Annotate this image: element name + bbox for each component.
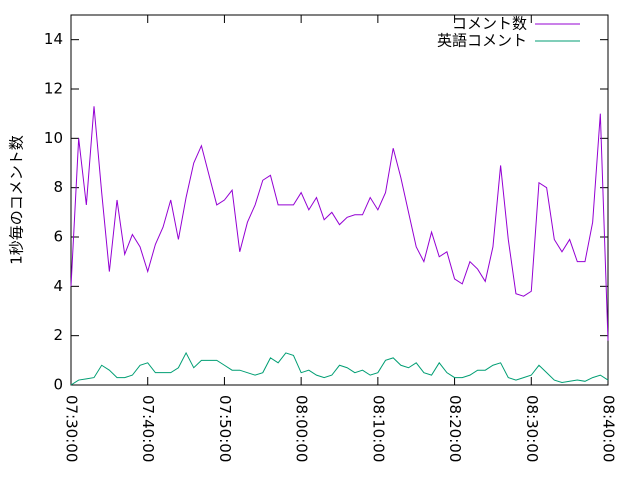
- y-tick-label: 12: [44, 80, 63, 98]
- y-tick-label: 4: [53, 277, 63, 295]
- y-tick-label: 2: [53, 326, 63, 344]
- x-tick-label: 07:50:00: [216, 395, 234, 462]
- y-tick-label: 10: [44, 129, 63, 147]
- plot-border: [70, 14, 609, 386]
- y-tick-label: 8: [53, 178, 63, 196]
- series-line: [70, 106, 609, 341]
- legend-label: コメント数: [452, 15, 527, 33]
- x-tick-label: 08:40:00: [600, 395, 618, 462]
- series-line: [70, 351, 609, 386]
- x-tick-label: 08:10:00: [369, 395, 387, 462]
- x-tick-label: 08:30:00: [523, 395, 541, 462]
- y-tick-label: 14: [44, 30, 63, 48]
- x-tick-label: 07:40:00: [139, 395, 157, 462]
- x-tick-label: 08:00:00: [293, 395, 311, 462]
- legend-label: 英語コメント: [437, 32, 527, 50]
- x-tick-label: 08:20:00: [446, 395, 464, 462]
- x-tick-label: 07:30:00: [63, 395, 81, 462]
- y-tick-label: 6: [53, 228, 63, 246]
- y-axis-label: 1秒毎のコメント数: [8, 135, 26, 265]
- y-tick-label: 0: [53, 376, 63, 394]
